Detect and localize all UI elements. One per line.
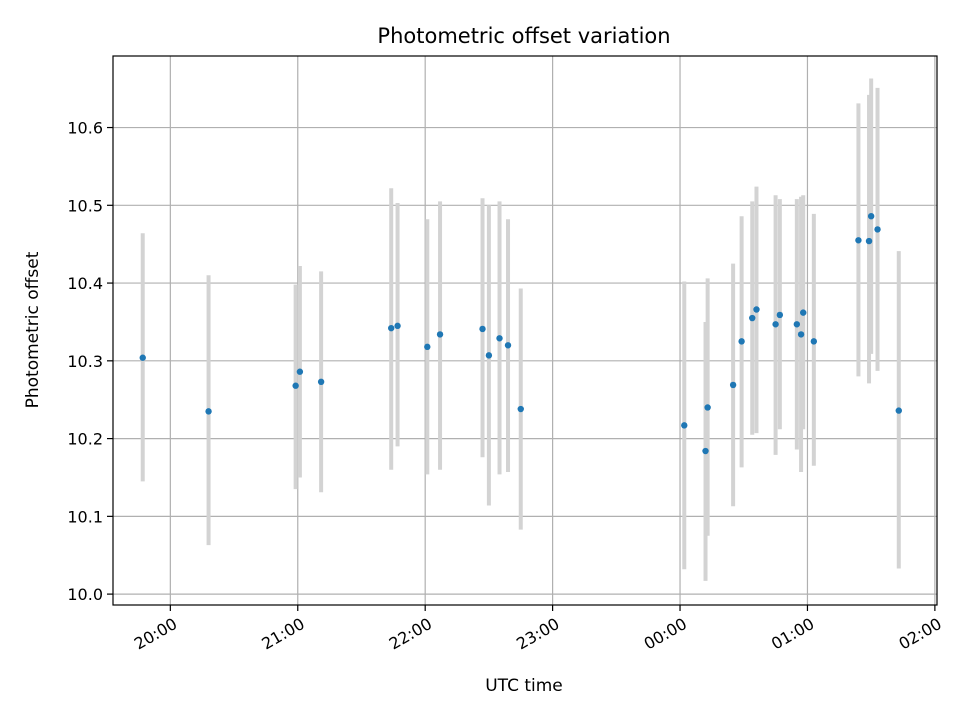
x-tick-label: 21:00 — [258, 614, 307, 654]
data-point — [517, 405, 524, 413]
data-point — [865, 237, 873, 245]
x-tick-label: 01:00 — [768, 614, 817, 654]
data-point — [867, 212, 875, 220]
x-tick-label: 02:00 — [895, 614, 944, 654]
data-point — [738, 338, 745, 345]
data-point — [797, 331, 805, 338]
data-point — [729, 381, 737, 389]
data-point — [800, 309, 807, 316]
x-axis-label: UTC time — [485, 676, 563, 696]
data-point — [681, 422, 688, 429]
data-point — [436, 331, 444, 338]
data-point — [388, 324, 395, 332]
data-point — [855, 237, 862, 244]
data-point — [504, 342, 512, 349]
data-point — [772, 321, 779, 328]
y-tick-label: 10.6 — [67, 119, 103, 138]
x-tick-label: 22:00 — [386, 614, 435, 654]
data-point — [702, 447, 709, 455]
data-points — [139, 212, 902, 455]
data-point — [895, 407, 902, 414]
x-tick-label: 20:00 — [131, 614, 180, 654]
data-point — [424, 343, 431, 351]
data-point — [394, 322, 401, 330]
data-point — [485, 352, 493, 359]
data-point — [317, 378, 325, 386]
data-point — [776, 311, 784, 319]
x-tick-label: 23:00 — [513, 614, 562, 654]
y-tick-label: 10.5 — [67, 196, 103, 215]
y-tick-label: 10.2 — [67, 430, 103, 449]
x-tick-label: 00:00 — [641, 614, 690, 654]
data-point — [292, 382, 299, 389]
data-point — [793, 321, 801, 328]
y-axis-label: Photometric offset — [23, 251, 43, 408]
y-axis-ticks: 10.0 10.1 10.2 10.3 10.4 10.5 10.6 — [67, 119, 113, 604]
data-point — [205, 408, 212, 415]
error-bars — [140, 78, 901, 581]
chart-title: Photometric offset variation — [377, 24, 670, 48]
data-point — [749, 314, 756, 322]
data-point — [810, 338, 818, 345]
data-point — [479, 325, 486, 333]
plot-frame — [112, 55, 938, 606]
data-point — [139, 354, 146, 361]
x-axis-ticks: 20:00 21:00 22:00 23:00 00:00 01:00 02:00 — [131, 605, 945, 654]
y-tick-label: 10.3 — [67, 352, 103, 371]
data-point — [704, 404, 711, 411]
data-point — [874, 226, 881, 233]
y-tick-label: 10.1 — [67, 507, 103, 526]
y-tick-label: 10.0 — [67, 585, 103, 604]
data-point — [753, 306, 760, 313]
data-point — [296, 368, 304, 375]
y-tick-label: 10.4 — [67, 274, 103, 293]
data-point — [496, 335, 503, 342]
